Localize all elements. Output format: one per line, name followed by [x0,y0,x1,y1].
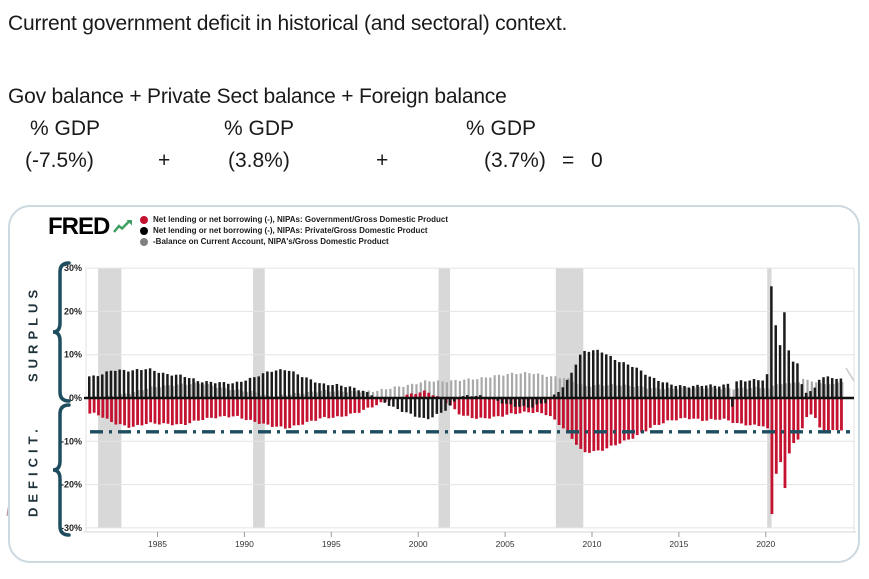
surplus-axis-label: SURPLUS [25,284,41,382]
svg-text:2020: 2020 [756,539,775,549]
equals-sign: = [562,149,575,172]
svg-text:30%: 30% [64,263,82,273]
private-series-dot-icon [140,226,148,235]
gov-gdp-label: % GDP [30,117,101,140]
slide-title: Current government deficit in historical… [8,12,568,35]
svg-text:1990: 1990 [235,539,254,549]
plus-sign-1: + [158,149,171,172]
svg-text:-10%: -10% [61,436,82,446]
fred-chart-area: 30% 20% 10% 0% -10% -20% -30% 1985 1990 1995 2000 2… [8,205,860,563]
private-balance-value: (3.8%) [228,149,290,172]
svg-text:2005: 2005 [496,539,515,549]
fred-logo-text: FRED [48,213,110,240]
svg-text:2010: 2010 [583,539,602,549]
gov-balance-value: (-7.5%) [25,149,94,172]
legend-item-private: Net lending or net borrowing (-), NIPAs:… [140,225,448,236]
deficit-axis-label: DEFICIT. [25,424,41,518]
legend-item-current-account: -Balance on Current Account, NIPA's/Gros… [140,236,448,247]
fred-sparkline-icon [113,220,133,233]
svg-text:-20%: -20% [61,480,82,490]
svg-text:2015: 2015 [669,539,688,549]
zero-value: 0 [591,149,603,172]
sectoral-equation-line: Gov balance + Private Sect balance + For… [8,85,507,108]
foreign-balance-value: (3.7%) [484,149,546,172]
svg-text:2000: 2000 [409,539,428,549]
private-gdp-label: % GDP [224,117,295,140]
svg-text:10%: 10% [64,350,82,360]
sectoral-balances-chart: 30% 20% 10% 0% -10% -20% -30% 1985 1990 1995 2000 2… [52,261,856,549]
legend-item-government: Net lending or net borrowing (-), NIPAs:… [140,214,448,225]
svg-text:-30%: -30% [61,523,82,533]
svg-text:20%: 20% [64,306,82,316]
foreign-gdp-label: % GDP [466,117,537,140]
current-account-series-dot-icon [140,237,148,246]
plus-sign-2: + [376,149,389,172]
svg-text:0%: 0% [69,393,82,403]
government-series-dot-icon [140,215,148,224]
svg-text:1985: 1985 [148,539,167,549]
fred-logo: FRED [48,213,134,241]
svg-text:1995: 1995 [322,539,341,549]
chart-legend: Net lending or net borrowing (-), NIPAs:… [140,214,448,247]
